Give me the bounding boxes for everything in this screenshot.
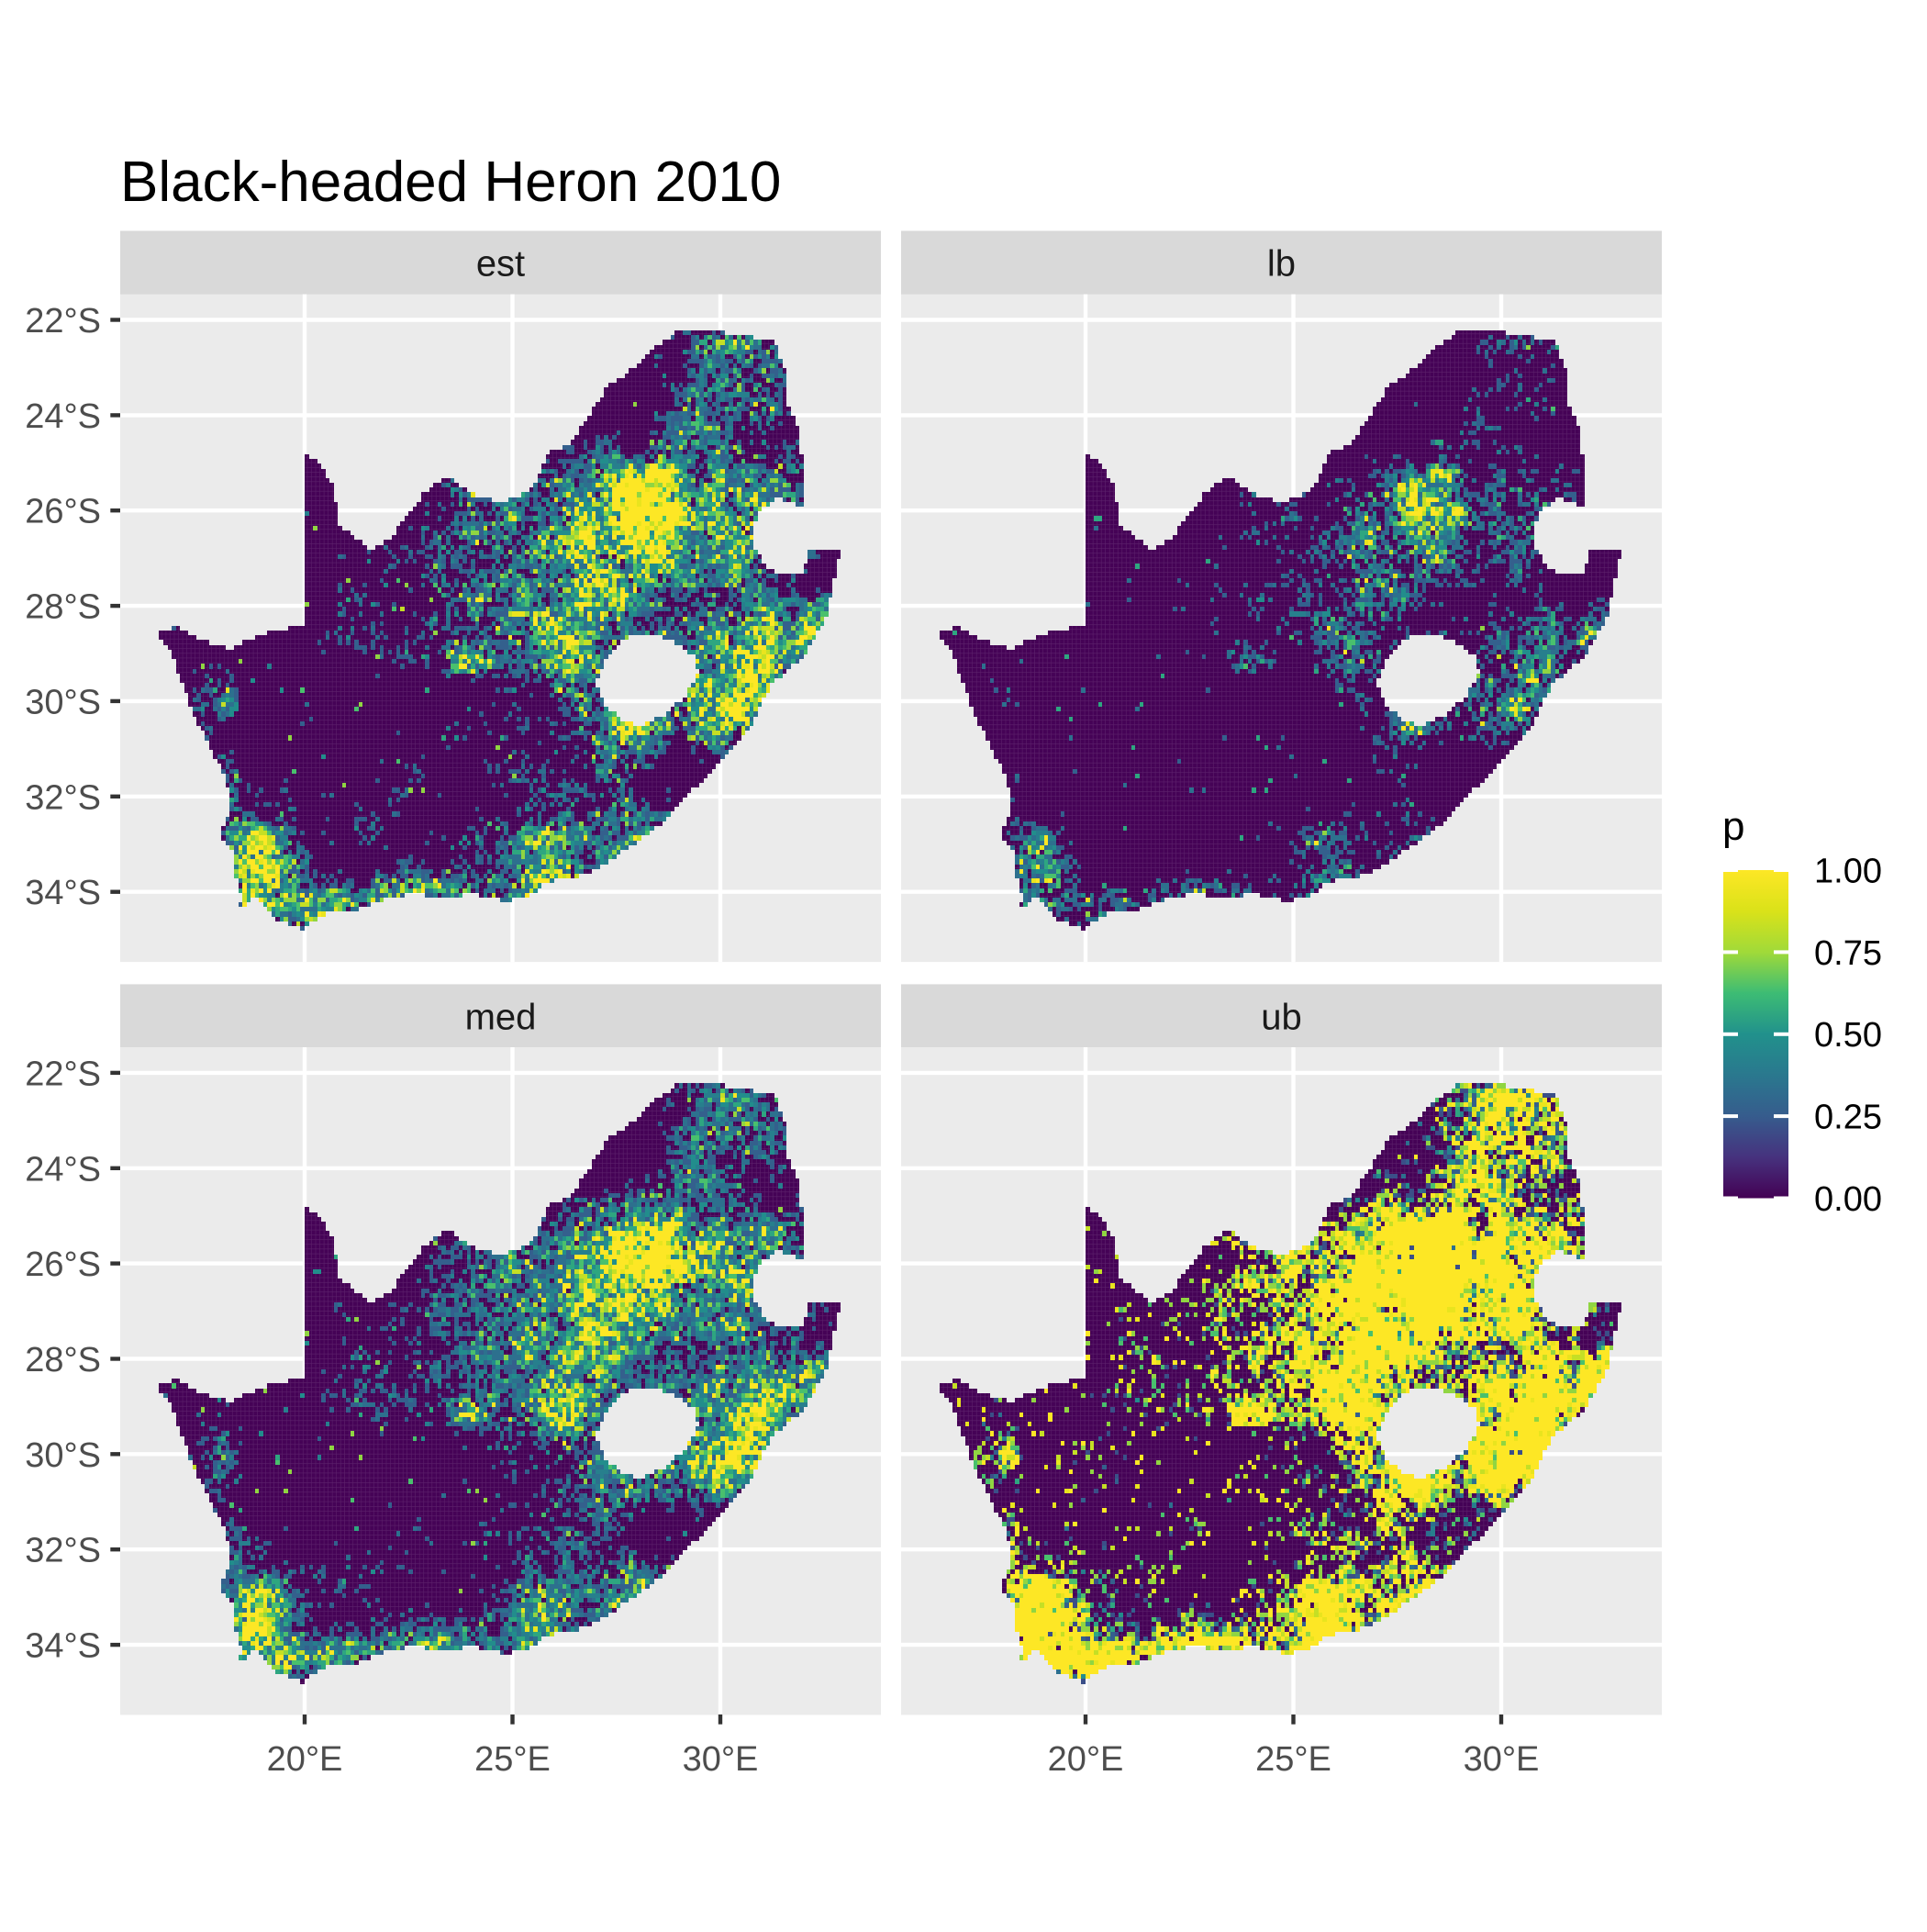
svg-text:32°S: 32°S: [25, 778, 101, 817]
svg-text:Black-headed Heron 2010: Black-headed Heron 2010: [120, 151, 781, 214]
svg-text:p: p: [1722, 804, 1744, 849]
svg-text:24°S: 24°S: [25, 1150, 101, 1189]
svg-text:26°S: 26°S: [25, 493, 101, 531]
svg-text:30°S: 30°S: [25, 683, 101, 721]
svg-text:30°E: 30°E: [1464, 1740, 1540, 1779]
svg-text:0.25: 0.25: [1814, 1099, 1882, 1137]
svg-text:32°S: 32°S: [25, 1532, 101, 1570]
svg-text:22°S: 22°S: [25, 302, 101, 341]
svg-text:26°S: 26°S: [25, 1245, 101, 1284]
svg-text:25°E: 25°E: [474, 1740, 551, 1779]
svg-text:20°E: 20°E: [267, 1740, 343, 1779]
svg-text:20°E: 20°E: [1048, 1740, 1124, 1779]
svg-text:25°E: 25°E: [1255, 1740, 1331, 1779]
svg-text:0.75: 0.75: [1814, 934, 1882, 973]
svg-text:22°S: 22°S: [25, 1055, 101, 1093]
svg-text:28°S: 28°S: [25, 588, 101, 627]
svg-text:34°S: 34°S: [25, 1627, 101, 1666]
svg-text:28°S: 28°S: [25, 1341, 101, 1379]
svg-text:0.50: 0.50: [1814, 1016, 1882, 1055]
svg-text:24°S: 24°S: [25, 397, 101, 436]
svg-text:30°E: 30°E: [683, 1740, 759, 1779]
svg-text:med: med: [465, 997, 537, 1037]
svg-text:ub: ub: [1261, 997, 1302, 1037]
svg-text:30°S: 30°S: [25, 1436, 101, 1475]
svg-text:34°S: 34°S: [25, 874, 101, 912]
svg-text:lb: lb: [1267, 243, 1296, 284]
svg-text:1.00: 1.00: [1814, 853, 1882, 891]
svg-text:est: est: [476, 243, 525, 284]
svg-text:0.00: 0.00: [1814, 1180, 1882, 1219]
